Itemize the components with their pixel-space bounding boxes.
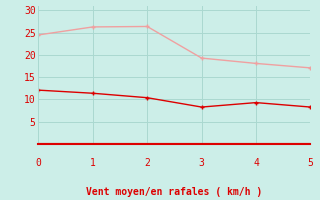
X-axis label: Vent moyen/en rafales ( km/h ): Vent moyen/en rafales ( km/h ) — [86, 187, 262, 197]
